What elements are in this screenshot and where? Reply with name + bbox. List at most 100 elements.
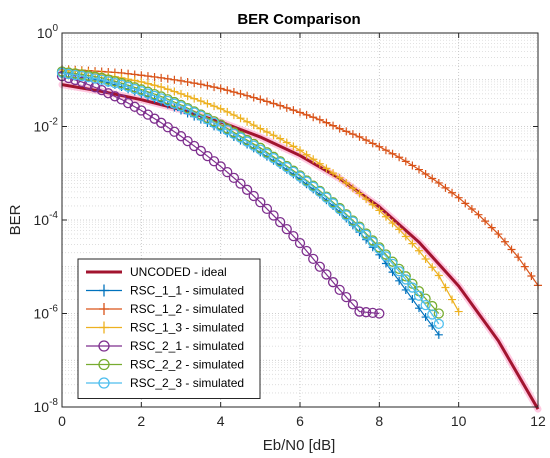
series-point [157,73,166,82]
legend-label: RSC_2_1 - simulated [130,339,244,353]
series-point [335,173,344,182]
series-point [223,86,232,95]
grid [61,32,539,408]
series-point [189,107,200,118]
series-point [341,291,352,303]
series-point [327,198,339,209]
series-point [441,183,450,192]
series-point [149,90,160,102]
legend-label: RSC_2_2 - simulated [130,358,244,372]
series-point [301,245,312,257]
series-point [210,83,219,92]
y-tick-label: 100 [37,23,59,41]
series-point [243,117,252,126]
series-point [289,142,298,151]
series-point [322,164,331,173]
series-point [103,76,114,87]
series-point [474,210,483,219]
series-point [157,82,166,91]
y-tick-label: 10-6 [34,304,59,322]
series-point [360,229,372,241]
series-point [527,271,536,280]
series-point [189,140,200,152]
legend-marker [98,377,110,389]
series-point [203,99,212,108]
series-point [400,271,411,282]
series-point [150,81,159,90]
series-point [315,159,324,168]
series-point [289,106,298,115]
series-point [347,216,359,227]
series-point [427,309,438,320]
series-point [329,169,338,178]
series-point [255,197,266,208]
series-point [150,72,159,81]
series-point [374,308,385,319]
series-point [276,134,285,143]
series-point [514,253,523,262]
series-point [454,307,463,316]
series-point [308,181,319,192]
series-point [296,108,304,117]
series-point [308,253,319,265]
series-point [302,150,311,159]
series-point [315,115,324,124]
series-point [347,299,359,310]
series-point [368,200,377,209]
series-point [354,222,365,233]
series-point [275,216,286,228]
x-axis-label: Eb/N0 [dB] [263,437,336,454]
series-point [309,155,318,164]
legend-marker [99,284,109,297]
series-point [428,263,437,272]
series-point [367,236,378,248]
series-point [448,295,457,304]
legend-marker [98,340,110,352]
series-point [321,269,332,280]
series-point [268,210,279,221]
legend-label: RSC_1_3 - simulated [130,321,244,335]
series-point [215,161,226,172]
series-point [76,70,87,82]
series-point [348,184,357,193]
series-point [222,167,233,178]
series-point [249,93,258,102]
series-point [434,271,443,280]
y-tick-label: 10-8 [34,397,59,415]
series-point [196,80,205,89]
x-tick-label: 4 [217,413,225,429]
series-point [170,75,179,84]
legend-label: RSC_1_1 - simulated [130,284,244,298]
series-point [434,330,443,339]
series-point [296,146,304,155]
series-point [487,223,496,232]
series-point [249,121,258,130]
series-point [374,243,385,255]
series-point [208,156,220,167]
series-point [281,223,292,235]
series-point [341,210,352,221]
series-point [388,219,397,228]
legend-label: RSC_1_2 - simulated [130,302,244,316]
legend-marker [99,321,109,334]
series-point [507,245,516,254]
series-point [216,84,225,93]
series-point [334,204,345,215]
y-axis-label: BER [7,204,24,235]
series-point [143,72,152,81]
series-point [229,111,238,120]
series-point [136,86,147,97]
series-point [454,193,463,202]
x-tick-label: 6 [296,413,304,429]
y-tick-label: 10-4 [34,210,59,228]
series-point [282,103,291,112]
series-point [269,131,278,140]
legend-item: UNCODED - ideal [86,265,227,279]
series-point [448,188,457,197]
series-point [248,190,259,202]
series-point [182,104,193,115]
series-point [309,113,318,122]
legend-box [77,258,261,399]
series-point [355,189,364,198]
series-point [116,79,127,90]
